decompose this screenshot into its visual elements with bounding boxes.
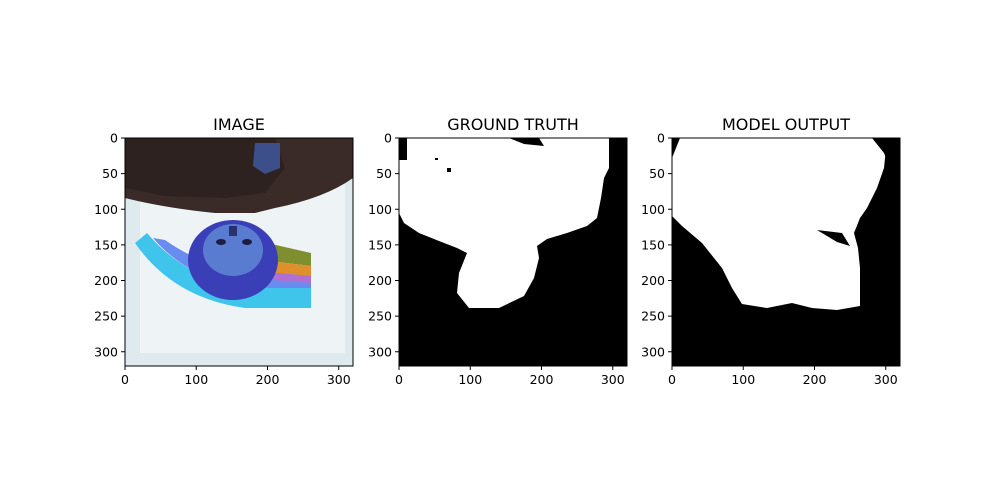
y-tick-label: 200: [94, 273, 118, 288]
y-tick-label: 100: [94, 202, 118, 217]
x-tick-label: 0: [395, 372, 403, 387]
y-tick-label: 50: [649, 166, 665, 181]
y-tick-label: 150: [368, 237, 392, 252]
y-tick-label: 50: [376, 166, 392, 181]
x-tick-label: 100: [458, 372, 482, 387]
y-tick-label: 0: [657, 131, 665, 146]
x-tick-label: 100: [184, 372, 208, 387]
panel-title-ground-truth: GROUND TRUTH: [447, 115, 579, 134]
y-tick-label: 250: [641, 309, 665, 324]
x-tick-label: 200: [256, 372, 280, 387]
axes-frame: [671, 137, 901, 367]
x-tick-label: 100: [731, 372, 755, 387]
y-tick-label: 100: [641, 202, 665, 217]
y-tick-label: 200: [368, 273, 392, 288]
axes-frame: [398, 137, 628, 367]
x-tick-label: 200: [530, 372, 554, 387]
y-tick-label: 50: [102, 166, 118, 181]
model-output-mask: [672, 138, 900, 366]
panel-image: [125, 138, 353, 366]
x-tick-label: 300: [601, 372, 625, 387]
x-tick-label: 300: [874, 372, 898, 387]
y-tick-label: 150: [641, 237, 665, 252]
panel-title-model-output: MODEL OUTPUT: [722, 115, 850, 134]
x-tick-label: 0: [121, 372, 129, 387]
ground-truth-mask: [399, 138, 627, 366]
panel-ground-truth: [399, 138, 627, 366]
panel-title-image: IMAGE: [213, 115, 265, 134]
x-tick-label: 200: [803, 372, 827, 387]
y-tick-label: 250: [94, 309, 118, 324]
x-tick-label: 300: [327, 372, 351, 387]
panel-model-output: [672, 138, 900, 366]
y-tick-label: 150: [94, 237, 118, 252]
y-tick-label: 100: [368, 202, 392, 217]
y-tick-label: 0: [384, 131, 392, 146]
image-photo: [125, 138, 353, 366]
y-tick-label: 0: [110, 131, 118, 146]
axes-frame: [124, 137, 354, 367]
x-tick-label: 0: [668, 372, 676, 387]
y-tick-label: 300: [641, 344, 665, 359]
y-tick-label: 300: [368, 344, 392, 359]
y-tick-label: 300: [94, 344, 118, 359]
y-tick-label: 200: [641, 273, 665, 288]
y-tick-label: 250: [368, 309, 392, 324]
